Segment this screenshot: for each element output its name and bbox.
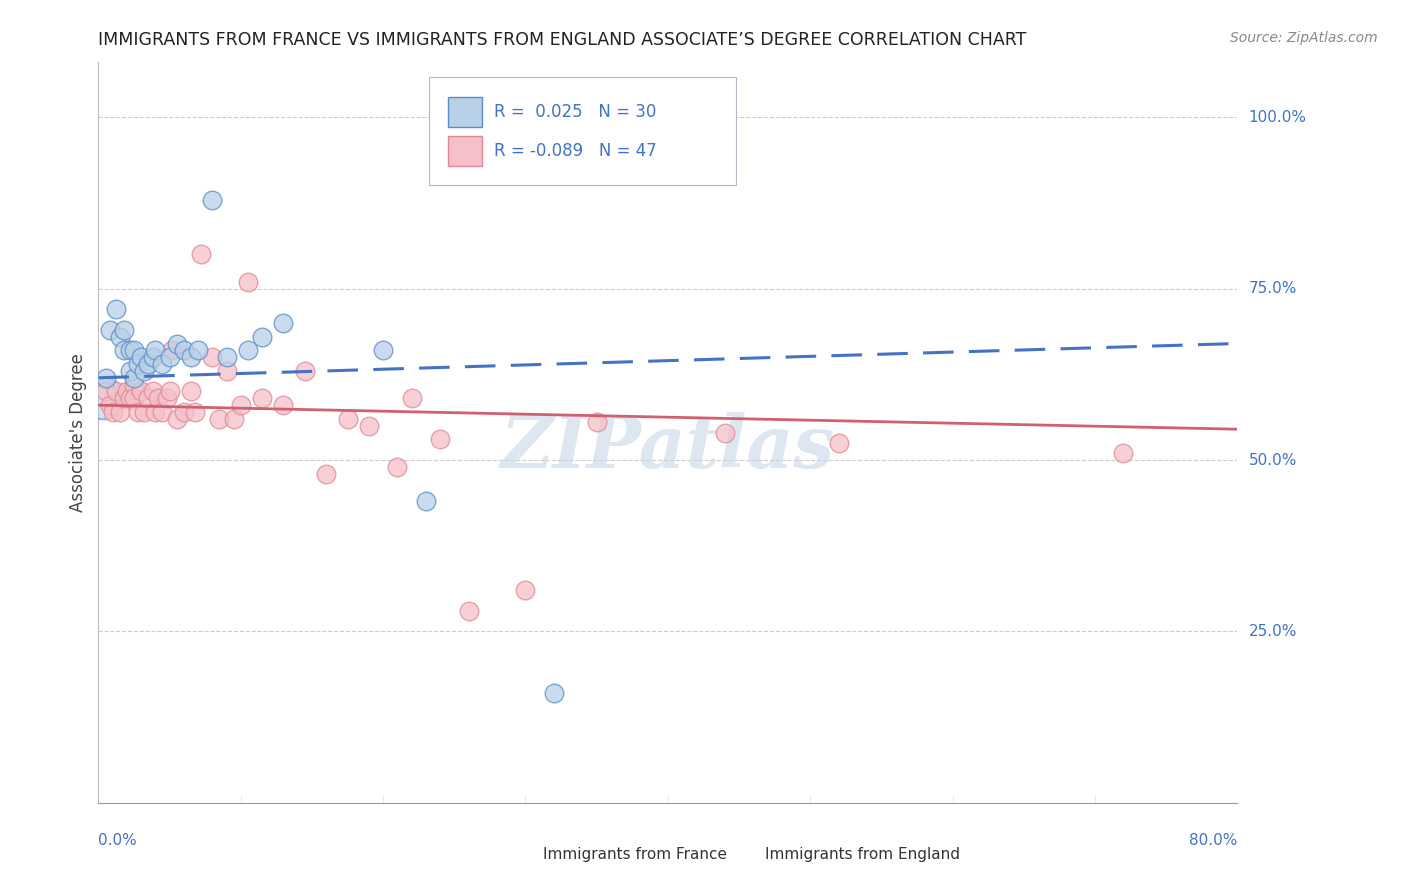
Text: R =  0.025   N = 30: R = 0.025 N = 30 <box>494 103 657 121</box>
Point <box>152 405 174 419</box>
Point <box>415 494 437 508</box>
Text: 0.0%: 0.0% <box>98 833 138 848</box>
Point <box>127 405 149 419</box>
Text: 80.0%: 80.0% <box>1189 833 1237 848</box>
Point <box>141 384 163 399</box>
Point <box>145 343 167 358</box>
Point <box>94 371 117 385</box>
Text: 25.0%: 25.0% <box>1249 624 1296 639</box>
Point <box>104 302 127 317</box>
Point <box>215 350 238 364</box>
Point <box>98 398 121 412</box>
Point <box>129 384 152 399</box>
Point <box>145 405 167 419</box>
Point <box>148 392 170 406</box>
Point <box>1112 446 1135 460</box>
FancyBboxPatch shape <box>731 841 755 870</box>
Point <box>250 392 273 406</box>
Point <box>94 384 117 399</box>
Point <box>357 418 380 433</box>
Point <box>173 405 195 419</box>
Point <box>543 686 565 700</box>
Point <box>122 392 145 406</box>
Point <box>515 583 537 598</box>
Text: Immigrants from England: Immigrants from England <box>765 847 960 863</box>
Point <box>108 405 131 419</box>
Point <box>141 350 163 364</box>
Point <box>104 384 127 399</box>
Point <box>714 425 737 440</box>
Point <box>122 371 145 385</box>
Point <box>108 329 131 343</box>
Text: 50.0%: 50.0% <box>1249 452 1296 467</box>
Point <box>132 405 155 419</box>
Point <box>118 343 141 358</box>
Point <box>222 412 245 426</box>
Point <box>118 392 141 406</box>
Text: 75.0%: 75.0% <box>1249 281 1296 296</box>
Point <box>112 343 135 358</box>
FancyBboxPatch shape <box>449 136 482 166</box>
Point <box>122 377 145 392</box>
Y-axis label: Associate's Degree: Associate's Degree <box>69 353 87 512</box>
Point <box>159 350 181 364</box>
Point <box>184 405 207 419</box>
Point <box>457 604 479 618</box>
Point <box>129 350 152 364</box>
Point <box>208 412 231 426</box>
Point <box>173 343 195 358</box>
Point <box>336 412 359 426</box>
Point <box>101 405 124 419</box>
Point <box>156 392 179 406</box>
FancyBboxPatch shape <box>449 97 482 127</box>
Text: IMMIGRANTS FROM FRANCE VS IMMIGRANTS FROM ENGLAND ASSOCIATE’S DEGREE CORRELATION: IMMIGRANTS FROM FRANCE VS IMMIGRANTS FRO… <box>98 31 1026 49</box>
Point <box>294 364 316 378</box>
Point <box>387 459 409 474</box>
Point <box>201 193 224 207</box>
Point <box>315 467 337 481</box>
Point <box>236 343 259 358</box>
Point <box>190 247 212 261</box>
Point <box>187 343 209 358</box>
Text: ZIPatlas: ZIPatlas <box>501 412 835 483</box>
Point <box>152 357 174 371</box>
Point <box>112 323 135 337</box>
Point <box>229 398 252 412</box>
FancyBboxPatch shape <box>509 841 533 870</box>
Point <box>828 436 851 450</box>
Point <box>115 384 138 399</box>
Point <box>201 350 224 364</box>
Point <box>91 392 114 406</box>
Text: Immigrants from France: Immigrants from France <box>543 847 727 863</box>
Point <box>401 392 423 406</box>
Point <box>98 323 121 337</box>
Point <box>273 398 295 412</box>
Point <box>273 316 295 330</box>
Point <box>166 412 188 426</box>
Point <box>112 392 135 406</box>
Text: Source: ZipAtlas.com: Source: ZipAtlas.com <box>1230 31 1378 45</box>
Point <box>159 384 181 399</box>
Point <box>250 329 273 343</box>
Point <box>180 384 202 399</box>
Point <box>136 357 159 371</box>
Point <box>585 415 607 429</box>
Point <box>236 275 259 289</box>
Point <box>162 343 184 358</box>
Point <box>127 357 149 371</box>
Point <box>132 364 155 378</box>
Point <box>373 343 395 358</box>
Point <box>118 364 141 378</box>
Text: R = -0.089   N = 47: R = -0.089 N = 47 <box>494 143 657 161</box>
Text: 100.0%: 100.0% <box>1249 110 1306 125</box>
FancyBboxPatch shape <box>429 78 737 185</box>
Point <box>180 350 202 364</box>
Point <box>122 343 145 358</box>
Point <box>429 433 451 447</box>
Point <box>166 336 188 351</box>
Point <box>215 364 238 378</box>
Point <box>136 392 159 406</box>
